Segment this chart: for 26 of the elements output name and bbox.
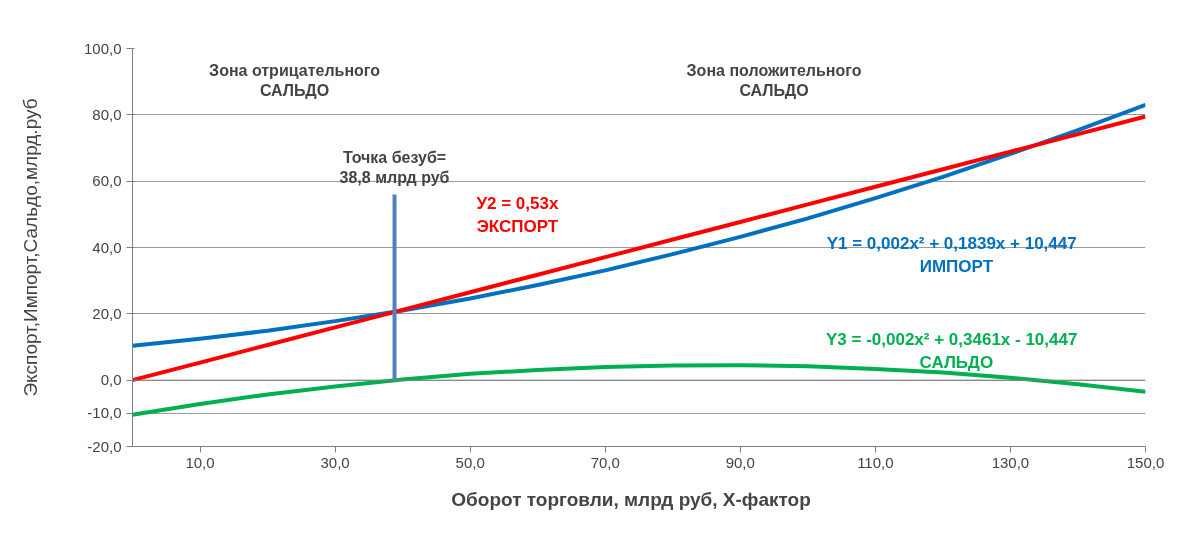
y-tick-label: 80,0	[92, 105, 122, 123]
x-tick-label: 110,0	[857, 453, 894, 471]
annotation: Зона положительного САЛЬДО	[686, 61, 862, 100]
y-axis-title: Экспорт,Импорт,Сальдо,млрд.руб	[19, 98, 41, 397]
y-tick-label: -20,0	[87, 437, 122, 455]
x-tick-label: 10,0	[185, 453, 215, 471]
annotation: Зона отрицательного САЛЬДО	[209, 61, 381, 100]
annotation: Точка безуб= 38,8 млрд руб	[339, 149, 450, 187]
series-label: Y1 = 0,002x² + 0,1839x + 10,447 ИМПОРТ	[826, 234, 1077, 277]
x-tick-label: 90,0	[725, 453, 755, 471]
y-tick-label: 20,0	[92, 304, 122, 322]
series-label: У2 = 0,53х ЭКСПОРТ	[476, 194, 559, 237]
y-tick-label: 60,0	[92, 172, 122, 190]
x-tick-label: 130,0	[991, 453, 1030, 471]
x-tick-label: 30,0	[320, 453, 350, 471]
y-tick-label: -10,0	[87, 404, 122, 422]
y-tick-label: 40,0	[92, 238, 122, 256]
x-axis-title: Оборот торговли, млрд руб, X-фактор	[451, 488, 811, 510]
line-series	[132, 114, 1146, 383]
x-tick-label: 70,0	[590, 453, 620, 471]
y-tick-label: 100,0	[83, 39, 122, 57]
x-tick-label: 150,0	[1126, 453, 1165, 471]
x-tick-label: 50,0	[455, 453, 485, 471]
y-tick-label: 0,0	[100, 371, 122, 389]
series-label: Y3 = -0,002x² + 0,3461x - 10,447 САЛЬДО	[825, 330, 1078, 373]
line-series	[132, 102, 1146, 348]
